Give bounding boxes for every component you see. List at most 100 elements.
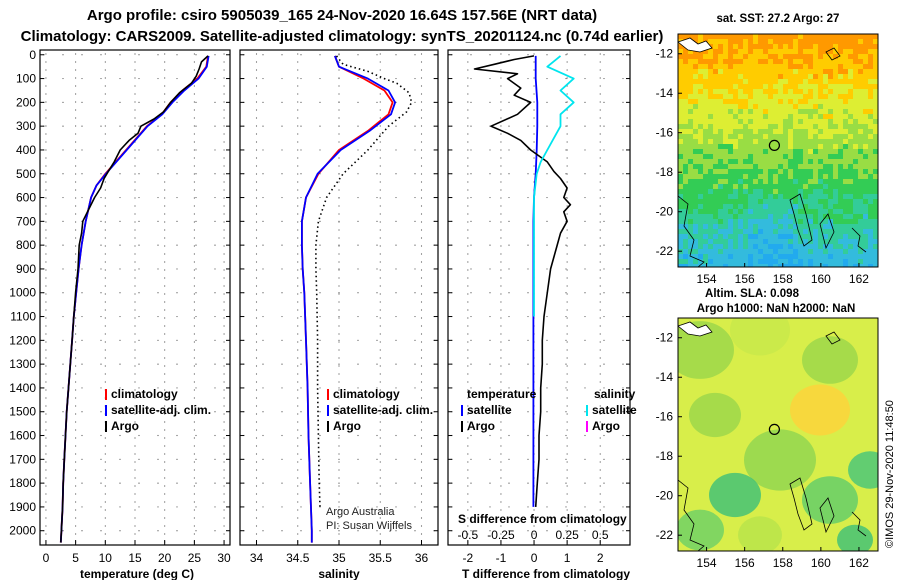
- grid-dot: [467, 517, 469, 519]
- sst-cell: [793, 89, 799, 95]
- sst-cell: [763, 64, 769, 70]
- grid-dot: [414, 54, 416, 56]
- grid-dot: [420, 109, 423, 111]
- sst-cell: [858, 49, 864, 55]
- grid-dot: [164, 533, 166, 535]
- grid-dot: [467, 469, 469, 471]
- grid-dot: [45, 101, 47, 103]
- sst-cell: [753, 104, 759, 110]
- sst-cell: [803, 189, 809, 195]
- grid-dot: [467, 453, 469, 455]
- grid-dot: [164, 365, 166, 367]
- sst-cell: [873, 154, 878, 160]
- lat-tick-label: -18: [656, 449, 674, 463]
- grid-dot: [566, 325, 568, 327]
- grid-dot: [164, 197, 166, 199]
- sst-cell: [853, 119, 859, 125]
- sst-cell: [773, 139, 779, 145]
- grid-dot: [584, 292, 586, 294]
- grid-dot: [255, 133, 258, 135]
- depth-tick-label: 300: [16, 119, 36, 133]
- grid-dot: [104, 325, 106, 327]
- grid-dot: [104, 341, 106, 343]
- sst-cell: [828, 114, 834, 120]
- grid-dot: [414, 339, 416, 341]
- sst-cell: [688, 74, 694, 80]
- grid-dot: [500, 421, 502, 423]
- sst-cell: [858, 99, 864, 105]
- grid-dot: [223, 205, 225, 207]
- grid-dot: [255, 189, 258, 191]
- grid-dot: [297, 125, 299, 127]
- sla-blob: [730, 318, 790, 356]
- x-tick-label: 35.5: [369, 551, 393, 565]
- sst-cell: [873, 239, 878, 245]
- legend-swatch-climatology: [105, 389, 107, 400]
- grid-dot: [297, 61, 299, 63]
- sst-cell: [833, 234, 839, 240]
- x-tick-label: -2: [463, 551, 474, 565]
- grid-dot: [104, 517, 106, 519]
- sst-cell: [718, 249, 724, 255]
- sst-cell: [718, 184, 724, 190]
- grid-dot: [164, 493, 166, 495]
- sst-cell: [713, 164, 719, 170]
- grid-dot: [62, 411, 64, 413]
- sst-cell: [813, 239, 819, 245]
- grid-dot: [379, 261, 381, 263]
- sst-cell: [848, 89, 854, 95]
- s-diff-tick-label: -0.25: [487, 528, 515, 542]
- sst-cell: [763, 154, 769, 160]
- sst-cell: [703, 119, 709, 125]
- sst-cell: [818, 164, 824, 170]
- grid-dot: [157, 220, 159, 222]
- sst-cell: [753, 214, 759, 220]
- grid-dot: [420, 397, 423, 399]
- sst-cell: [838, 199, 844, 205]
- grid-dot: [176, 125, 178, 127]
- grid-dot: [414, 411, 416, 413]
- grid-dot: [414, 387, 416, 389]
- sst-cell: [713, 219, 719, 225]
- sst-cell: [738, 249, 744, 255]
- sst-cell: [803, 44, 809, 50]
- grid-dot: [376, 196, 378, 199]
- sst-cell: [758, 139, 764, 145]
- sst-cell: [873, 249, 878, 255]
- sst-cell: [778, 39, 784, 45]
- sst-cell: [708, 204, 714, 210]
- sst-cell: [703, 99, 709, 105]
- sst-cell: [873, 34, 878, 40]
- grid-dot: [357, 506, 359, 508]
- sst-cell: [798, 144, 804, 150]
- sst-cell: [813, 249, 819, 255]
- grid-dot: [75, 189, 77, 191]
- grid-dot: [262, 434, 264, 437]
- sst-cell: [798, 149, 804, 155]
- lon-tick-label: 154: [697, 272, 717, 286]
- grid-dot: [566, 205, 568, 207]
- sst-cell: [728, 84, 734, 90]
- sst-cell: [708, 229, 714, 235]
- sst-cell: [728, 194, 734, 200]
- sst-cell: [773, 104, 779, 110]
- sst-cell: [778, 54, 784, 60]
- grid-dot: [467, 237, 469, 239]
- grid-dot: [379, 309, 381, 311]
- sst-cell: [778, 199, 784, 205]
- sst-cell: [833, 74, 839, 80]
- grid-dot: [281, 77, 283, 80]
- sst-cell: [778, 214, 784, 220]
- sla-map: Altim. SLA: 0.098 Argo h1000: NaN h2000:…: [656, 288, 879, 570]
- grid-dot: [75, 509, 77, 511]
- grid-dot: [193, 509, 195, 511]
- legend-swatch-s-argo: [586, 421, 588, 432]
- grid-dot: [164, 469, 166, 471]
- grid-dot: [81, 149, 83, 151]
- sst-cell: [748, 199, 754, 205]
- sst-cell: [683, 79, 689, 85]
- sst-cell: [868, 179, 874, 185]
- grid-dot: [193, 333, 195, 335]
- sst-cell: [683, 189, 689, 195]
- sst-cell: [818, 74, 824, 80]
